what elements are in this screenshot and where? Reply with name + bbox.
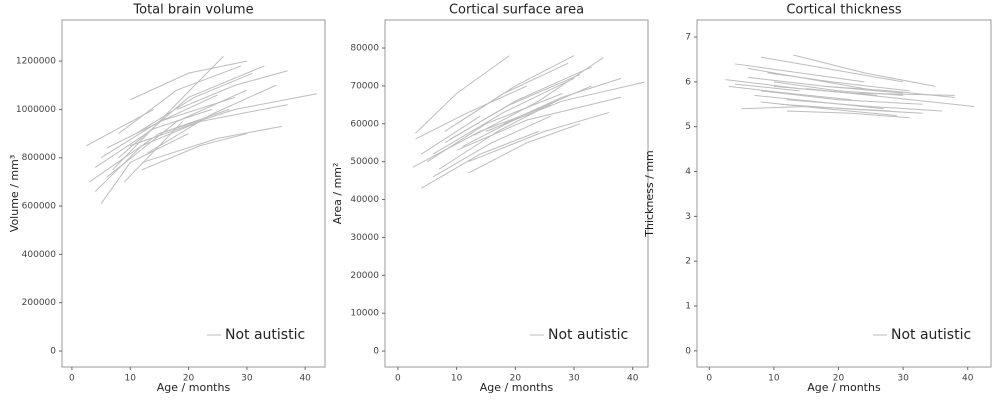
y-axis-label: Area / mm²	[331, 163, 344, 225]
trajectory	[415, 85, 528, 140]
x-tick-label: 20	[833, 374, 845, 384]
trajectory	[473, 57, 604, 136]
chart-title: Total brain volume	[132, 3, 253, 18]
y-tick-label: 4	[685, 167, 691, 177]
trajectory	[760, 90, 923, 105]
trajectory	[141, 133, 247, 171]
x-tick-label: 0	[706, 374, 712, 384]
x-tick-label: 20	[183, 374, 195, 384]
x-tick-label: 10	[768, 374, 780, 384]
trajectory	[94, 121, 201, 192]
trajectory	[780, 103, 923, 114]
y-tick-label: 600000	[22, 202, 57, 212]
y-tick-label: 1200000	[16, 57, 56, 67]
y-tick-label: 5	[685, 122, 691, 132]
trajectory	[432, 115, 551, 178]
trajectory	[735, 83, 800, 92]
plot-frame	[384, 19, 649, 368]
legend-label: Not autistic	[891, 327, 971, 343]
y-tick-label: 60000	[350, 119, 379, 129]
trajectory	[760, 101, 897, 116]
trajectory	[176, 70, 288, 110]
trajectory	[118, 65, 265, 159]
y-tick-label: 7	[685, 33, 691, 43]
y-axis-label: Volume / mm³	[8, 155, 21, 232]
x-tick-label: 20	[510, 374, 522, 384]
plot-frame	[61, 19, 326, 368]
y-tick-label: 200000	[22, 298, 57, 308]
trajectory	[135, 72, 253, 134]
trajectory	[100, 133, 189, 204]
x-tick-label: 30	[897, 374, 909, 384]
legend-label: Not autistic	[225, 327, 305, 343]
trajectory	[468, 123, 581, 174]
y-tick-label: 50000	[350, 157, 379, 167]
y-tick-label: 10000	[350, 309, 379, 319]
y-tick-label: 20000	[350, 271, 379, 281]
y-tick-label: 3	[685, 212, 691, 222]
trajectory	[112, 55, 224, 171]
trajectory	[426, 93, 563, 163]
y-axis-label: Thickness / mm	[643, 150, 656, 238]
x-axis-label: Age / months	[480, 381, 554, 394]
chart-title: Cortical thickness	[786, 3, 902, 18]
trajectory	[728, 85, 852, 101]
y-tick-label: 1	[685, 302, 691, 312]
trajectory	[124, 121, 184, 183]
x-tick-label: 30	[568, 374, 580, 384]
trajectory	[100, 96, 236, 159]
trajectory	[503, 77, 622, 125]
trajectory	[432, 77, 575, 155]
y-tick-label: 6	[685, 77, 691, 87]
trajectory	[450, 74, 581, 140]
trajectory	[94, 108, 213, 168]
y-tick-label: 400000	[22, 250, 57, 260]
y-tick-label: 0	[50, 347, 56, 357]
legend-label: Not autistic	[548, 327, 628, 343]
trajectory	[159, 93, 317, 135]
trajectory	[130, 60, 247, 101]
y-tick-label: 70000	[350, 81, 379, 91]
y-tick-label: 30000	[350, 233, 379, 243]
x-tick-label: 40	[962, 374, 974, 384]
trajectory	[415, 55, 510, 134]
y-tick-label: 0	[373, 347, 379, 357]
trajectory	[793, 54, 936, 87]
trajectory	[147, 84, 277, 154]
trajectory	[747, 67, 878, 92]
trajectory	[444, 62, 569, 132]
trajectory	[760, 56, 904, 83]
trajectory	[806, 88, 975, 108]
trajectory	[421, 115, 481, 155]
x-tick-label: 0	[395, 374, 401, 384]
trajectory	[438, 100, 557, 170]
plot-frame	[696, 19, 992, 368]
trajectory	[456, 96, 622, 151]
y-tick-label: 2	[685, 257, 691, 267]
trajectory	[421, 130, 539, 189]
trajectory	[735, 63, 865, 83]
trajectory	[754, 94, 884, 110]
trajectory	[118, 65, 242, 134]
x-tick-label: 0	[69, 374, 75, 384]
x-tick-label: 40	[627, 374, 639, 384]
x-tick-label: 10	[125, 374, 137, 384]
trajectory	[786, 110, 910, 119]
trajectory	[468, 111, 610, 163]
trajectory	[141, 125, 282, 164]
x-tick-label: 40	[299, 374, 311, 384]
x-tick-label: 30	[241, 374, 253, 384]
y-tick-label: 800000	[22, 153, 57, 163]
x-tick-label: 10	[451, 374, 463, 384]
chart-title: Cortical surface area	[449, 3, 584, 18]
x-axis-label: Age / months	[157, 381, 231, 394]
trajectory	[106, 94, 218, 149]
y-tick-label: 0	[685, 346, 691, 356]
y-tick-label: 1000000	[16, 105, 56, 115]
trajectory	[825, 85, 955, 99]
x-axis-label: Age / months	[807, 381, 881, 394]
y-tick-label: 40000	[350, 195, 379, 205]
y-tick-label: 80000	[350, 44, 379, 54]
